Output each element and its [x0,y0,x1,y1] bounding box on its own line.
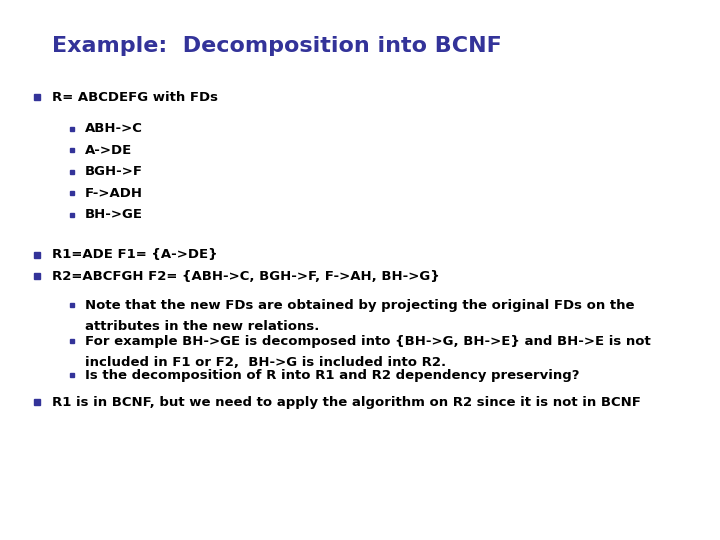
Text: Example:  Decomposition into BCNF: Example: Decomposition into BCNF [52,36,502,56]
Text: F->ADH: F->ADH [85,187,143,200]
Text: R2=ABCFGH F2= {ABH->C, BGH->F, F->AH, BH->G}: R2=ABCFGH F2= {ABH->C, BGH->F, F->AH, BH… [52,270,440,283]
Text: Is the decomposition of R into R1 and R2 dependency preserving?: Is the decomposition of R into R1 and R2… [85,369,580,382]
Text: For example BH->GE is decomposed into {BH->G, BH->E} and BH->E is not: For example BH->GE is decomposed into {B… [85,335,651,348]
Text: Note that the new FDs are obtained by projecting the original FDs on the: Note that the new FDs are obtained by pr… [85,299,634,312]
Text: included in F1 or F2,  BH->G is included into R2.: included in F1 or F2, BH->G is included … [85,356,446,369]
Text: BH->GE: BH->GE [85,208,143,221]
Text: R1=ADE F1= {A->DE}: R1=ADE F1= {A->DE} [52,248,217,261]
Text: attributes in the new relations.: attributes in the new relations. [85,320,320,333]
Text: R= ABCDEFG with FDs: R= ABCDEFG with FDs [52,91,218,104]
Text: ABH->C: ABH->C [85,122,143,135]
Text: BGH->F: BGH->F [85,165,143,178]
Text: A->DE: A->DE [85,144,132,157]
Text: R1 is in BCNF, but we need to apply the algorithm on R2 since it is not in BCNF: R1 is in BCNF, but we need to apply the … [52,396,641,409]
